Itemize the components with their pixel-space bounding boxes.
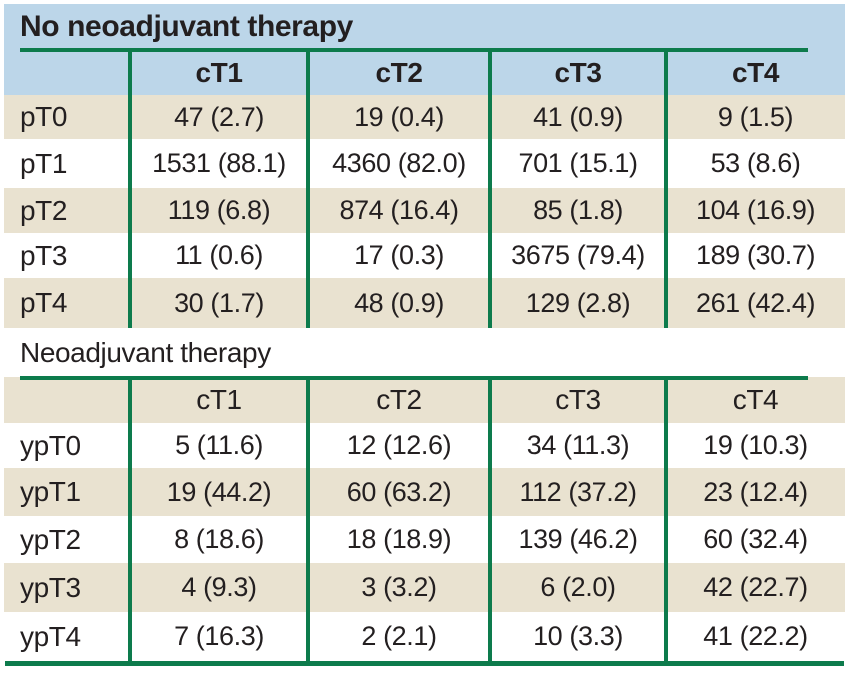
col-header-cT2: cT2	[376, 384, 422, 415]
table-row-ypT2: ypT2 8 (18.6) 18 (18.9) 139 (46.2) 60 (3…	[4, 516, 845, 563]
table-row-ypT1: ypT1 19 (44.2) 60 (63.2) 112 (37.2) 23 (…	[4, 468, 845, 516]
row-label-ypT3: ypT3	[20, 571, 81, 603]
row-label-ypT1: ypT1	[20, 476, 81, 507]
data-cell: 261 (42.4)	[695, 287, 816, 318]
col-header-cT4: cT4	[732, 384, 779, 415]
table2-column-divider	[488, 376, 492, 666]
data-cell: 129 (2.8)	[525, 287, 631, 318]
table-row-pT4: pT4 30 (1.7) 48 (0.9) 129 (2.8) 261 (42.…	[4, 278, 845, 328]
data-cell: 3 (3.2)	[361, 572, 437, 602]
row-label-pT1: pT1	[20, 147, 68, 179]
data-cell: 17 (0.3)	[354, 240, 444, 270]
col-header-cT3: cT3	[554, 56, 602, 88]
data-cell: 874 (16.4)	[339, 195, 459, 225]
table-row-pT0: pT0 47 (2.7) 19 (0.4) 41 (0.9) 9 (1.5)	[4, 95, 845, 139]
row-label-ypT4: ypT4	[20, 620, 81, 652]
row-label-pT0: pT0	[20, 101, 68, 132]
data-cell: 10 (3.3)	[533, 621, 623, 651]
table-row-pT3: pT3 11 (0.6) 17 (0.3) 3675 (79.4) 189 (3…	[4, 233, 845, 278]
data-cell: 8 (18.6)	[174, 524, 264, 554]
data-cell: 4360 (82.0)	[332, 148, 466, 178]
data-cell: 7 (16.3)	[174, 621, 264, 651]
row-label-pT2: pT2	[20, 194, 68, 226]
table2-bottom-rule	[5, 661, 844, 666]
table2-header-spacer	[4, 377, 130, 423]
table-row-pT2: pT2 119 (6.8) 874 (16.4) 85 (1.8) 104 (1…	[4, 188, 845, 233]
col-header-cT4: cT4	[731, 56, 780, 88]
data-cell: 19 (10.3)	[703, 430, 808, 460]
figure-content: No neoadjuvant therapy cT1 cT2 cT3 cT4 p…	[4, 4, 845, 661]
table1-column-divider	[488, 48, 492, 328]
data-cell: 12 (12.6)	[346, 430, 452, 460]
data-cell: 19 (0.4)	[354, 101, 444, 132]
data-cell: 42 (22.7)	[703, 572, 808, 602]
row-label-pT4: pT4	[20, 287, 68, 318]
data-cell: 11 (0.6)	[175, 240, 263, 270]
table1-column-divider	[306, 48, 310, 328]
data-cell: 701 (15.1)	[518, 148, 638, 178]
data-cell: 53 (8.6)	[710, 148, 801, 178]
table1-column-divider	[128, 48, 132, 328]
data-cell: 47 (2.7)	[174, 101, 264, 132]
data-cell: 189 (30.7)	[695, 240, 816, 270]
table1-title-bar: No neoadjuvant therapy	[4, 4, 845, 50]
col-header-cT1: cT1	[195, 56, 243, 88]
data-cell: 5 (11.6)	[175, 430, 263, 460]
data-cell: 34 (11.3)	[526, 430, 630, 460]
data-cell: 112 (37.2)	[519, 476, 637, 507]
data-cell: 19 (44.2)	[166, 476, 272, 507]
row-label-ypT0: ypT0	[20, 429, 81, 461]
data-cell: 41 (22.2)	[703, 621, 808, 651]
col-header-cT2: cT2	[375, 56, 423, 88]
data-cell: 9 (1.5)	[717, 101, 794, 132]
table-row-ypT3: ypT3 4 (9.3) 3 (3.2) 6 (2.0) 42 (22.7)	[4, 563, 845, 612]
data-cell: 60 (32.4)	[703, 524, 808, 554]
table2-title: Neoadjuvant therapy	[20, 336, 271, 368]
data-cell: 4 (9.3)	[181, 572, 257, 602]
table2-title-bar: Neoadjuvant therapy	[4, 328, 845, 377]
table2-column-divider	[664, 376, 668, 666]
data-cell: 6 (2.0)	[540, 572, 616, 602]
col-header-cT3: cT3	[555, 384, 601, 415]
table-row-pT1: pT1 1531 (88.1) 4360 (82.0) 701 (15.1) 5…	[4, 139, 845, 188]
data-cell: 104 (16.9)	[695, 195, 816, 225]
data-cell: 3675 (79.4)	[511, 240, 645, 270]
table2-top-rule	[20, 376, 808, 380]
table1-title: No neoadjuvant therapy	[20, 10, 353, 43]
table1-header-spacer	[4, 50, 130, 95]
table2-header-row: cT1 cT2 cT3 cT4	[4, 377, 845, 423]
data-cell: 30 (1.7)	[174, 287, 264, 318]
col-header-cT1: cT1	[196, 384, 242, 415]
table1-column-divider	[664, 48, 668, 328]
table1-top-rule	[20, 48, 808, 52]
data-cell: 119 (6.8)	[167, 195, 271, 225]
data-cell: 48 (0.9)	[354, 287, 444, 318]
data-cell: 41 (0.9)	[533, 101, 623, 132]
table-row-ypT0: ypT0 5 (11.6) 12 (12.6) 34 (11.3) 19 (10…	[4, 423, 845, 468]
data-cell: 18 (18.9)	[346, 524, 452, 554]
data-cell: 139 (46.2)	[518, 524, 638, 554]
data-cell: 85 (1.8)	[533, 195, 623, 225]
data-cell: 1531 (88.1)	[152, 148, 286, 178]
row-label-pT3: pT3	[20, 239, 68, 271]
table2-column-divider	[128, 376, 132, 666]
data-cell: 23 (12.4)	[703, 476, 808, 507]
row-label-ypT2: ypT2	[20, 523, 81, 555]
data-cell: 2 (2.1)	[361, 621, 437, 651]
table-row-ypT4: ypT4 7 (16.3) 2 (2.1) 10 (3.3) 41 (22.2)	[4, 612, 845, 661]
table2-column-divider	[306, 376, 310, 666]
data-cell: 60 (63.2)	[346, 476, 452, 507]
table1-header-row: cT1 cT2 cT3 cT4	[4, 50, 845, 95]
